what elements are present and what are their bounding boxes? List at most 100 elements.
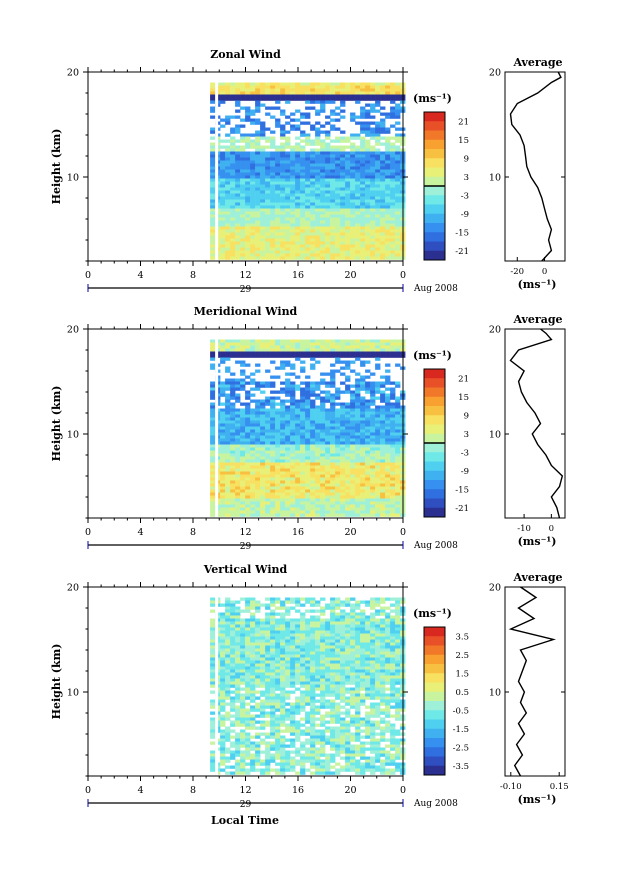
heatmap-cell [210, 454, 215, 457]
heatmap-cell [350, 134, 355, 137]
heatmap-cell [355, 203, 360, 206]
heatmap-cell [295, 433, 300, 436]
heatmap-cell [315, 352, 320, 355]
heatmap-cell [385, 466, 390, 469]
heatmap-cell [230, 182, 235, 185]
heatmap-cell [225, 197, 230, 200]
heatmap-cell [210, 86, 215, 89]
heatmap-cell [250, 766, 255, 769]
heatmap-cell [235, 613, 240, 616]
heatmap-cell [240, 161, 245, 164]
heatmap-cell [280, 514, 285, 517]
heatmap-cell [235, 508, 240, 511]
heatmap-cell [255, 155, 260, 158]
heatmap-cell [210, 206, 215, 209]
heatmap-cell [235, 248, 240, 251]
heatmap-cell [235, 110, 240, 113]
heatmap-cell [320, 212, 325, 215]
heatmap-cell [300, 514, 305, 517]
heatmap-cell [395, 451, 400, 454]
heatmap-cell [280, 691, 285, 694]
heatmap-cell [255, 715, 260, 718]
heatmap-cell [245, 610, 250, 613]
heatmap-cell [375, 236, 380, 239]
heatmap-cell [255, 709, 260, 712]
heatmap-cell [330, 484, 335, 487]
heatmap-cell [355, 239, 360, 242]
heatmap-cell [310, 451, 315, 454]
heatmap-cell [220, 616, 225, 619]
heatmap-cell [255, 355, 260, 358]
heatmap-cell [210, 221, 215, 224]
heatmap-cell [350, 484, 355, 487]
heatmap-cell [275, 409, 280, 412]
heatmap-cell [280, 206, 285, 209]
heatmap-cell [305, 92, 310, 95]
heatmap-cell [250, 670, 255, 673]
heatmap-cell [265, 346, 270, 349]
heatmap-cell [360, 466, 365, 469]
heatmap-cell [225, 628, 230, 631]
heatmap-cell [245, 340, 250, 343]
heatmap-cell [390, 484, 395, 487]
heatmap-cell [345, 496, 350, 499]
heatmap-cell [320, 472, 325, 475]
heatmap-cell [210, 643, 215, 646]
heatmap-cell [305, 454, 310, 457]
heatmap-cell [270, 242, 275, 245]
colorbar-segment [424, 205, 445, 215]
heatmap-cell [285, 451, 290, 454]
heatmap-cell [255, 152, 260, 155]
heatmap-cell [210, 649, 215, 652]
profile-x-tick-label: 0 [549, 524, 554, 534]
heatmap-cell [375, 134, 380, 137]
heatmap-cell [340, 457, 345, 460]
heatmap-cell [390, 442, 395, 445]
heatmap-cell [385, 382, 390, 385]
heatmap-cell [375, 182, 380, 185]
heatmap-cell [245, 697, 250, 700]
heatmap-cell [265, 233, 270, 236]
heatmap-cell [355, 89, 360, 92]
heatmap-cell [240, 242, 245, 245]
heatmap-cell [295, 436, 300, 439]
heatmap-cell [270, 385, 275, 388]
heatmap-cell [390, 418, 395, 421]
heatmap-cell [375, 460, 380, 463]
heatmap-cell [230, 445, 235, 448]
heatmap-cell [260, 346, 265, 349]
heatmap-cell [390, 433, 395, 436]
heatmap-cell [230, 613, 235, 616]
heatmap-cell [350, 397, 355, 400]
heatmap-cell [250, 454, 255, 457]
heatmap-cell [395, 167, 400, 170]
heatmap-cell [320, 155, 325, 158]
heatmap-cell [260, 772, 265, 775]
heatmap-cell [355, 493, 360, 496]
heatmap-cell [275, 173, 280, 176]
heatmap-cell [385, 245, 390, 248]
heatmap-cell [240, 700, 245, 703]
heatmap-cell [365, 382, 370, 385]
heatmap-cell [290, 230, 295, 233]
heatmap-cell [225, 601, 230, 604]
heatmap-cell [275, 167, 280, 170]
heatmap-cell [265, 508, 270, 511]
heatmap-cell [275, 463, 280, 466]
heatmap-cell [305, 487, 310, 490]
heatmap-cell [230, 179, 235, 182]
heatmap-cell [325, 215, 330, 218]
heatmap-cell [270, 760, 275, 763]
heatmap-cell [315, 152, 320, 155]
heatmap-cell [225, 418, 230, 421]
heatmap-cell [250, 655, 255, 658]
heatmap-cell [350, 200, 355, 203]
heatmap-cell [255, 158, 260, 161]
colorbar-segment [424, 131, 445, 141]
heatmap-cell [220, 760, 225, 763]
heatmap-cell [290, 125, 295, 128]
heatmap-cell [360, 496, 365, 499]
heatmap-cell [355, 191, 360, 194]
heatmap-cell [365, 131, 370, 134]
heatmap-cell [305, 179, 310, 182]
